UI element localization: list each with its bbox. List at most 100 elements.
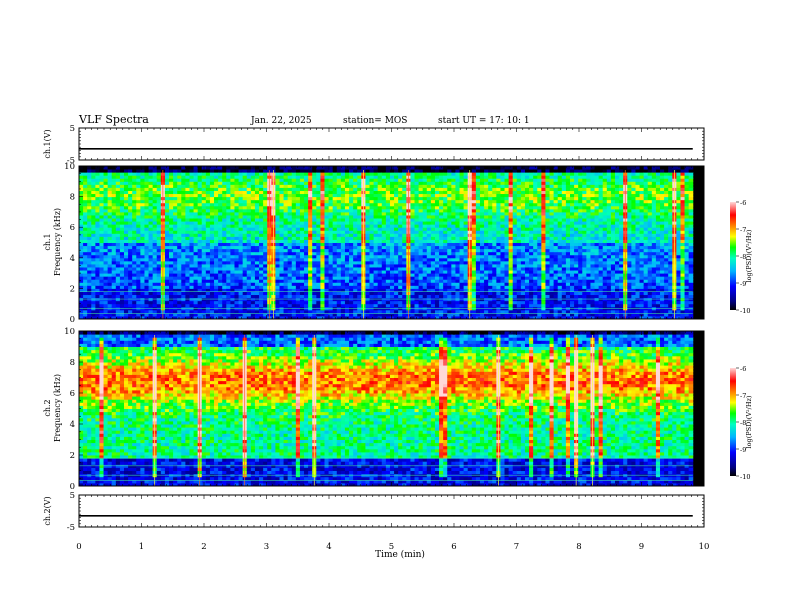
spectrogram-cell bbox=[398, 276, 403, 280]
spectrogram-cell bbox=[230, 251, 235, 256]
spectrogram-cell bbox=[434, 236, 440, 240]
spectrogram-cell bbox=[479, 303, 485, 308]
spectrogram-cell bbox=[181, 276, 186, 280]
spectrogram-cell bbox=[185, 273, 190, 277]
spectrogram-cell bbox=[214, 291, 219, 296]
spectrogram-cell bbox=[455, 236, 461, 240]
spectrogram-cell bbox=[156, 181, 162, 185]
spectrogram-cell bbox=[238, 202, 244, 207]
spectrogram-cell bbox=[430, 166, 436, 170]
spectrogram-cell bbox=[107, 273, 113, 277]
spectrogram-cell bbox=[181, 218, 186, 222]
spectrogram-cell bbox=[164, 248, 170, 253]
spectrogram-cell bbox=[95, 208, 100, 213]
spectrogram-cell bbox=[434, 187, 440, 191]
spectrogram-cell bbox=[124, 294, 129, 299]
spectrogram-cell bbox=[287, 227, 293, 231]
spectrogram-cell bbox=[304, 233, 309, 237]
spectrogram-cell bbox=[201, 285, 207, 289]
spectrogram-cell bbox=[422, 288, 428, 292]
spectrogram-cell bbox=[365, 214, 371, 219]
spectrogram-cell bbox=[132, 224, 137, 228]
spectrogram-cell bbox=[103, 184, 109, 188]
spectrogram-cell bbox=[87, 239, 92, 243]
spectrogram-cell bbox=[107, 187, 113, 191]
spectrogram-cell bbox=[230, 309, 235, 314]
spectrogram-cell bbox=[214, 254, 219, 259]
spectrogram-cell bbox=[344, 309, 350, 314]
spectrogram-cell bbox=[304, 288, 309, 292]
spectrogram-cell bbox=[443, 205, 448, 210]
spectrogram-cell bbox=[230, 190, 235, 195]
spectrogram-cell bbox=[279, 257, 285, 262]
spectrogram-cell bbox=[218, 227, 223, 231]
spectrogram-cell bbox=[451, 300, 456, 305]
spectrogram-cell bbox=[443, 175, 448, 179]
spectrogram-cell bbox=[234, 218, 240, 222]
spectrogram-cell bbox=[164, 202, 170, 207]
spectrogram-cell bbox=[173, 285, 178, 289]
spectrogram-cell bbox=[463, 205, 469, 210]
spectrogram-cell bbox=[479, 285, 485, 289]
spectrogram-cell bbox=[201, 288, 207, 292]
spectrogram-cell bbox=[312, 199, 317, 204]
spectrogram-cell bbox=[394, 300, 399, 305]
spectrogram-cell bbox=[177, 233, 182, 237]
spectrogram-cell bbox=[144, 233, 150, 237]
spectrogram-cell bbox=[279, 202, 285, 207]
spectrogram-cell bbox=[209, 218, 215, 222]
spectrogram-cell bbox=[422, 169, 428, 173]
spectrogram-cell bbox=[275, 315, 280, 320]
spectrogram-cell bbox=[353, 178, 358, 182]
spectrogram-cell bbox=[144, 196, 150, 201]
spectrogram-cell bbox=[373, 242, 379, 247]
spectrogram-cell bbox=[434, 233, 440, 237]
spectrogram-cell bbox=[242, 282, 248, 286]
spectrogram-cell bbox=[205, 245, 211, 250]
spectrogram-cell bbox=[242, 178, 248, 182]
spectrogram-cell bbox=[169, 199, 174, 204]
spectrogram-cell bbox=[197, 196, 203, 201]
spectrogram-cell bbox=[443, 221, 448, 225]
spectrogram-cell bbox=[79, 193, 84, 198]
spectrogram-cell bbox=[173, 294, 178, 299]
spectrogram-cell bbox=[394, 248, 399, 253]
spectrogram-cell bbox=[226, 248, 231, 253]
spectrogram-cell bbox=[349, 184, 354, 188]
spectrogram-cell bbox=[418, 230, 424, 234]
spectrogram-cell bbox=[402, 199, 407, 204]
spectrogram-cell bbox=[394, 199, 399, 204]
spectrogram-cell bbox=[250, 285, 256, 289]
spectrogram-cell bbox=[455, 273, 461, 277]
spectrogram-cell bbox=[279, 184, 285, 188]
spectrogram-cell bbox=[402, 218, 407, 222]
spectrogram-cell bbox=[181, 187, 186, 191]
spectrogram-cell bbox=[373, 221, 379, 225]
spectrogram-cell bbox=[308, 233, 313, 237]
spectrogram-cell bbox=[152, 181, 158, 185]
spectrogram-cell bbox=[83, 181, 88, 185]
spectrogram-cell bbox=[357, 266, 362, 271]
spectrogram-cell bbox=[246, 175, 252, 179]
spectrogram-cell bbox=[398, 181, 403, 185]
spectrogram-cell bbox=[316, 248, 321, 253]
spectrogram-cell bbox=[443, 282, 448, 286]
spectrogram-cell bbox=[218, 245, 223, 250]
spectrogram-cell bbox=[377, 199, 383, 204]
spectrogram-cell bbox=[304, 166, 309, 170]
spectrogram-cell bbox=[459, 270, 465, 274]
spectrogram-cell bbox=[234, 211, 240, 216]
spectrogram-cell bbox=[218, 187, 223, 191]
spectrogram-cell bbox=[218, 285, 223, 289]
spectrogram-cell bbox=[455, 245, 461, 250]
spectrogram-cell bbox=[234, 178, 240, 182]
spectrogram-cell bbox=[418, 294, 424, 299]
spectrogram-cell bbox=[463, 199, 469, 204]
spectrogram-cell bbox=[357, 199, 362, 204]
spectrogram-cell bbox=[422, 218, 428, 222]
spectrogram-cell bbox=[111, 214, 117, 219]
spectrogram-cell bbox=[459, 300, 465, 305]
spectrogram-cell bbox=[475, 172, 481, 176]
spectrogram-cell bbox=[250, 172, 256, 176]
spectrogram-cell bbox=[246, 260, 252, 265]
